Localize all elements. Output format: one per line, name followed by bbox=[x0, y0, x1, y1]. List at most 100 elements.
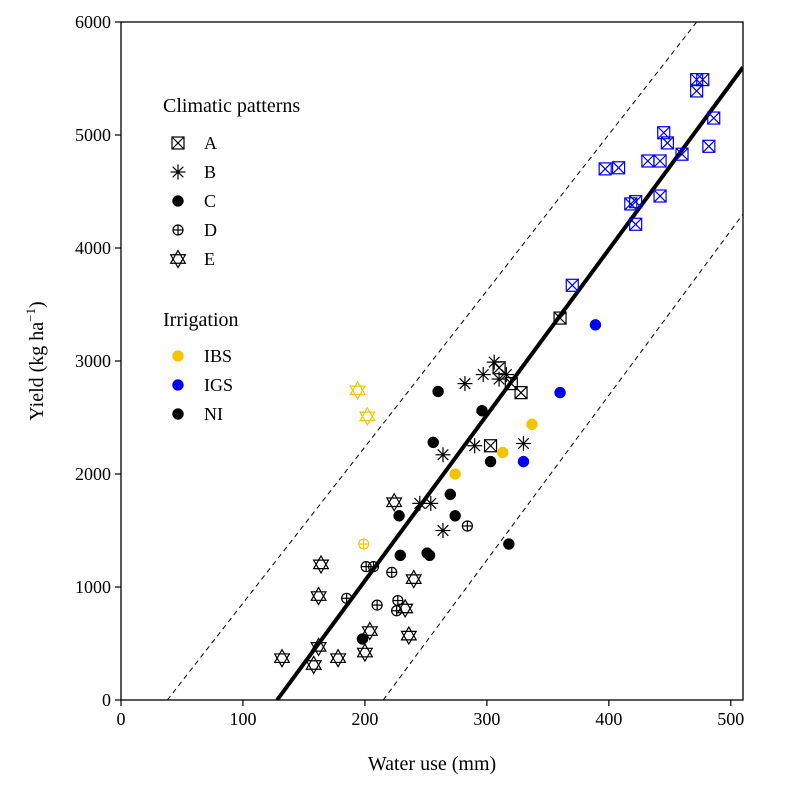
x-tick-label: 0 bbox=[117, 709, 126, 729]
data-point-c bbox=[496, 446, 509, 459]
data-point-a bbox=[675, 147, 689, 161]
data-point-c bbox=[432, 385, 444, 398]
data-point-d bbox=[371, 599, 383, 611]
data-point-b bbox=[486, 354, 502, 370]
data-point-a bbox=[653, 154, 667, 168]
data-point-c bbox=[423, 549, 436, 562]
data-point-a bbox=[696, 73, 710, 87]
legend-marker-ibs bbox=[172, 350, 184, 362]
legend-label-e: E bbox=[204, 249, 215, 269]
data-point-c bbox=[554, 386, 566, 399]
data-point-a bbox=[483, 439, 498, 453]
regression-lines bbox=[166, 22, 743, 700]
data-point-e bbox=[312, 554, 330, 575]
y-tick-label: 3000 bbox=[75, 351, 111, 371]
data-point-c bbox=[484, 455, 497, 468]
y-axis-label: Yield (kg ha−1) bbox=[23, 301, 48, 420]
lower-bound-line bbox=[382, 213, 743, 700]
x-tick-label: 300 bbox=[473, 709, 500, 729]
legend-label-c: C bbox=[204, 191, 216, 211]
y-tick-label: 0 bbox=[102, 690, 111, 710]
data-point-c bbox=[356, 633, 369, 645]
data-point-b bbox=[475, 367, 491, 383]
regression-line bbox=[275, 66, 743, 700]
data-point-a bbox=[553, 311, 567, 325]
data-point-d bbox=[358, 538, 370, 550]
data-point-b bbox=[491, 371, 507, 387]
data-point-a bbox=[514, 386, 528, 400]
legend-label-d: D bbox=[204, 220, 217, 240]
data-point-e bbox=[329, 648, 347, 668]
legend-marker-b bbox=[170, 164, 186, 180]
y-axis-ticks: 0 1000 2000 3000 4000 5000 6000 bbox=[75, 12, 121, 710]
data-point-a bbox=[598, 162, 612, 176]
data-point-a bbox=[707, 111, 721, 125]
data-point-e bbox=[356, 642, 374, 663]
data-point-d bbox=[386, 566, 398, 578]
data-point-a bbox=[611, 161, 626, 175]
x-tick-label: 200 bbox=[351, 709, 378, 729]
legend-irrigation-entries: IBS IGS NI bbox=[172, 346, 233, 424]
legend-marker-a bbox=[171, 136, 185, 150]
data-point-a bbox=[660, 136, 674, 150]
data-point-a bbox=[629, 195, 643, 209]
data-point-c bbox=[449, 510, 461, 522]
x-tick-label: 500 bbox=[717, 709, 744, 729]
y-tick-label: 1000 bbox=[75, 577, 111, 597]
legend-marker-c bbox=[172, 195, 184, 207]
data-point-e bbox=[405, 569, 423, 589]
legend-marker-ni bbox=[172, 408, 184, 420]
data-point-a bbox=[629, 217, 643, 231]
y-tick-label: 4000 bbox=[75, 238, 111, 258]
data-point-e bbox=[358, 406, 376, 427]
data-point-c bbox=[427, 436, 439, 449]
x-axis-label: Water use (mm) bbox=[368, 753, 496, 775]
data-point-e bbox=[310, 637, 327, 657]
data-point-e bbox=[305, 655, 323, 675]
data-point-e bbox=[273, 648, 291, 668]
data-point-b bbox=[423, 495, 439, 511]
y-tick-label: 2000 bbox=[75, 464, 111, 484]
data-point-e bbox=[396, 598, 414, 619]
data-point-c bbox=[589, 319, 602, 331]
data-point-e bbox=[361, 621, 379, 641]
legend-label-igs: IGS bbox=[204, 375, 233, 395]
data-point-e bbox=[400, 625, 418, 646]
x-axis-ticks: 0 100 200 300 400 500 bbox=[117, 700, 744, 729]
data-point-e bbox=[349, 380, 367, 401]
legend-marker-d bbox=[172, 224, 184, 236]
data-point-c bbox=[526, 418, 538, 431]
legend-label-ni: NI bbox=[204, 404, 223, 424]
upper-bound-line bbox=[166, 22, 698, 700]
data-point-b bbox=[515, 435, 531, 451]
data-point-c bbox=[503, 538, 515, 550]
legend-marker-e bbox=[169, 249, 187, 269]
data-point-d bbox=[341, 592, 353, 604]
legend-title-irrigation: Irrigation bbox=[163, 309, 239, 331]
data-point-c bbox=[449, 468, 461, 480]
data-point-a bbox=[690, 84, 704, 98]
data-point-a bbox=[702, 139, 716, 153]
legend-marker-igs bbox=[172, 379, 184, 391]
data-point-b bbox=[435, 447, 451, 463]
data-point-a bbox=[653, 189, 667, 203]
x-tick-label: 400 bbox=[595, 709, 622, 729]
data-point-c bbox=[476, 404, 488, 417]
legend-title-climatic-patterns: Climatic patterns bbox=[163, 95, 300, 117]
data-point-c bbox=[393, 510, 405, 522]
y-tick-label: 5000 bbox=[75, 125, 111, 145]
data-points bbox=[273, 73, 721, 675]
y-tick-label: 6000 bbox=[75, 12, 111, 32]
legend-label-a: A bbox=[204, 133, 217, 153]
legend-label-b: B bbox=[204, 162, 216, 182]
data-point-b bbox=[412, 495, 428, 511]
data-point-a bbox=[641, 154, 655, 168]
data-point-c bbox=[444, 488, 457, 501]
data-point-b bbox=[435, 523, 451, 538]
data-point-c bbox=[517, 455, 530, 468]
x-tick-label: 100 bbox=[229, 709, 256, 729]
data-point-b bbox=[498, 367, 514, 383]
